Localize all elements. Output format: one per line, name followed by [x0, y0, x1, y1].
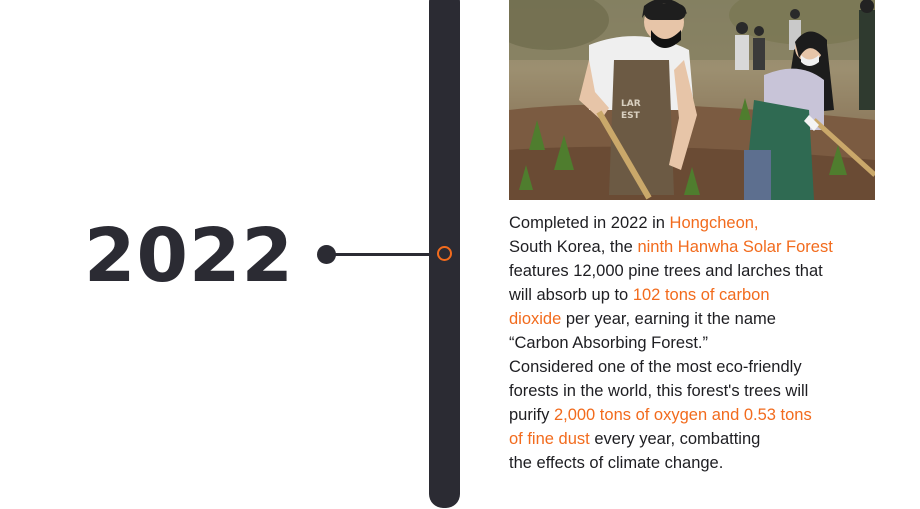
highlighted-text: 102 tons of carbon [632, 286, 770, 304]
description-line: Considered one of the most eco-friendly [509, 355, 889, 379]
body-text: Considered one of the most eco-friendly [509, 358, 802, 376]
highlighted-text: of fine dust [509, 430, 590, 448]
timeline-marker [437, 246, 452, 261]
description-line: the effects of climate change. [509, 451, 889, 475]
apron-text: EST [621, 111, 641, 121]
body-text: South Korea, the [509, 238, 638, 256]
body-text: purify [509, 406, 554, 424]
highlighted-text: Hongcheon, [669, 214, 759, 232]
description-line: will absorb up to 102 tons of carbon [509, 283, 889, 307]
body-text: forests in the world, this forest's tree… [509, 382, 809, 400]
body-text: will absorb up to [509, 286, 633, 304]
body-text: per year, earning it the name [561, 310, 776, 328]
body-text: Completed in 2022 in [509, 214, 670, 232]
tree-planting-photo: LAR EST [509, 0, 875, 200]
description-line: South Korea, the ninth Hanwha Solar Fore… [509, 235, 889, 259]
forest-description: Completed in 2022 in Hongcheon, South Kor… [509, 211, 889, 475]
body-text: features 12,000 pine trees and larches t… [509, 262, 823, 280]
tree-planting-illustration: LAR EST [509, 0, 875, 200]
description-line: of fine dust every year, combatting [509, 427, 889, 451]
highlighted-text: ninth Hanwha Solar Forest [637, 238, 833, 256]
description-line: Completed in 2022 in Hongcheon, [509, 211, 889, 235]
description-line: forests in the world, this forest's tree… [509, 379, 889, 403]
body-text: every year, combatting [589, 430, 761, 448]
body-text: the effects of climate change. [509, 454, 724, 472]
highlighted-text: 2,000 tons of oxygen and 0.53 tons [553, 406, 812, 424]
body-text: “Carbon Absorbing Forest.” [509, 334, 709, 352]
description-line: “Carbon Absorbing Forest.” [509, 331, 889, 355]
timeline-year: 2022 [84, 213, 294, 299]
description-line: purify 2,000 tons of oxygen and 0.53 ton… [509, 403, 889, 427]
description-line: features 12,000 pine trees and larches t… [509, 259, 889, 283]
apron-text: LAR [621, 99, 641, 109]
connector-line [330, 253, 438, 256]
connector-dot [317, 245, 336, 264]
highlighted-text: dioxide [509, 310, 562, 328]
description-line: dioxide per year, earning it the name [509, 307, 889, 331]
